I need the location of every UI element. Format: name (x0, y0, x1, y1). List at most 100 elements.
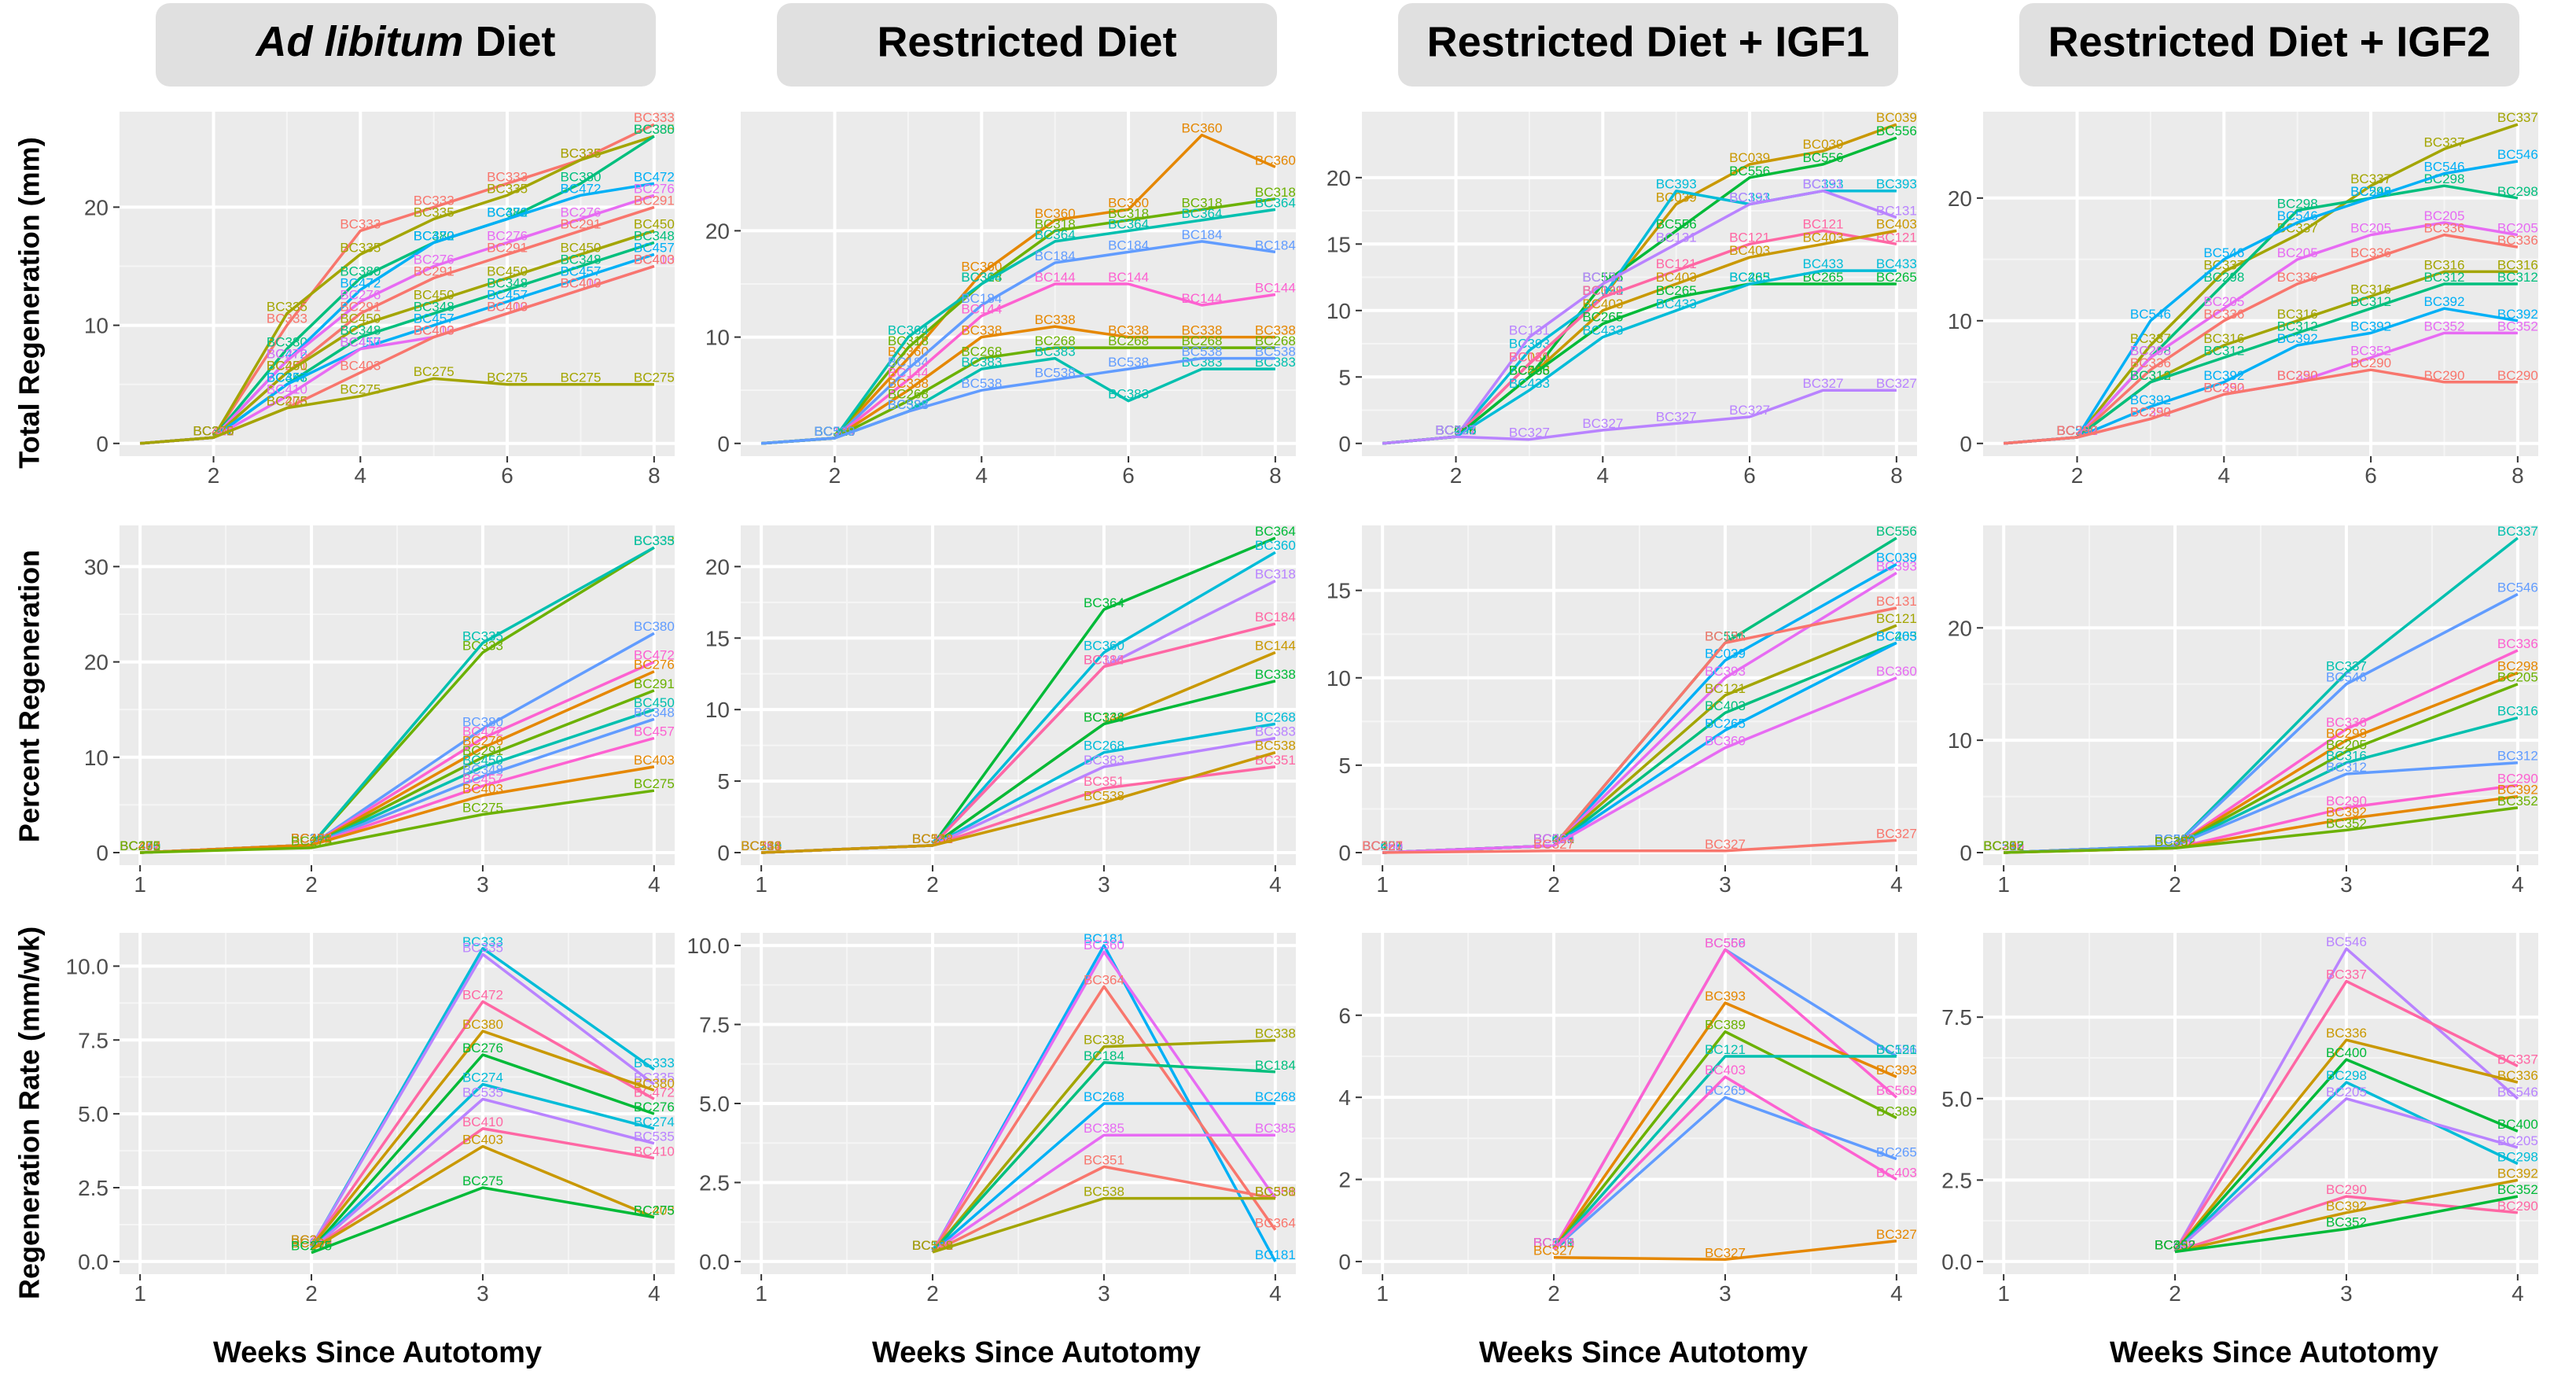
data-label-BC348: BC348 (634, 705, 675, 720)
data-label-BC144: BC144 (1035, 270, 1076, 285)
data-label-BC184: BC184 (961, 291, 1002, 306)
x-tick-label: 4 (648, 1281, 661, 1306)
x-tick-label: 1 (1997, 1281, 2010, 1306)
data-label-BC312: BC312 (2326, 760, 2367, 775)
data-label-BC433: BC433 (1582, 323, 1623, 338)
data-label-BC268: BC268 (1255, 709, 1296, 724)
series-line-BC312 (2003, 282, 2518, 445)
data-label-BC556: BC556 (1705, 935, 1746, 950)
column-title-3: Restricted Diet + IGF2 (2048, 18, 2491, 65)
data-label-BC383: BC383 (1084, 753, 1124, 768)
x-tick-label: 4 (2512, 872, 2524, 897)
data-label-BC364: BC364 (1084, 595, 1124, 610)
x-tick-label: 2 (926, 872, 939, 897)
data-label-BC538: BC538 (1255, 739, 1296, 753)
data-label-BC403: BC403 (560, 276, 601, 291)
y-tick-label: 20 (1948, 186, 1972, 211)
data-label-BC538: BC538 (912, 1238, 953, 1253)
y-tick-label: 0.0 (78, 1250, 109, 1274)
data-label-BC275: BC275 (291, 834, 332, 849)
data-label-BC546: BC546 (2497, 147, 2538, 162)
data-label-BC121: BC121 (1533, 831, 1574, 846)
series-line-BC121 (1552, 1055, 1897, 1251)
data-label-BC336: BC336 (2277, 270, 2318, 285)
data-label-BC352: BC352 (2497, 794, 2538, 809)
data-label-BC472: BC472 (634, 1085, 675, 1100)
data-label-BC318: BC318 (1035, 216, 1076, 231)
data-label-BC337: BC337 (2277, 221, 2318, 236)
series-line-BC275 (139, 377, 654, 445)
data-label-BC265: BC265 (1876, 1144, 1917, 1159)
data-label-BC348: BC348 (414, 300, 454, 315)
data-label-BC546: BC546 (2326, 934, 2367, 949)
data-label-BC360: BC360 (1533, 831, 1574, 846)
data-label-BC403: BC403 (1729, 243, 1770, 258)
data-label-BC393: BC393 (1802, 177, 1843, 192)
data-label-BC333: BC333 (634, 533, 675, 548)
data-label-BC290: BC290 (2130, 405, 2171, 420)
y-tick-label: 0 (96, 841, 109, 865)
data-label-BC131: BC131 (1876, 594, 1917, 609)
panel-r1-c0: 1 2 3 40102030BC333BC333BC333BC333BC335BC33… (84, 525, 675, 897)
series-line-BC392 (2174, 1178, 2519, 1254)
data-label-BC290: BC290 (2057, 423, 2098, 438)
x-tick-label: 3 (1719, 872, 1731, 897)
data-label-BC403: BC403 (1436, 422, 1477, 437)
data-label-BC121: BC121 (1362, 838, 1403, 853)
data-label-BC275: BC275 (414, 364, 454, 379)
data-label-BC351: BC351 (1255, 1185, 1296, 1199)
x-tick-label: 4 (648, 872, 661, 897)
x-axis-label-1: Weeks Since Autotomy (872, 1336, 1201, 1369)
x-tick-label: 2 (305, 1281, 318, 1306)
data-label-BC433: BC433 (1802, 256, 1843, 271)
data-label-BC275: BC275 (340, 382, 381, 397)
data-label-BC403: BC403 (340, 359, 381, 374)
x-tick-label: 3 (477, 1281, 489, 1306)
series-line-BC265 (1552, 1096, 1897, 1251)
data-label-BC338: BC338 (1108, 323, 1149, 338)
data-label-BC392: BC392 (2130, 392, 2171, 407)
data-label-BC352: BC352 (2155, 834, 2195, 849)
series-line-BC337 (2173, 979, 2519, 1253)
data-label-BC364: BC364 (1255, 195, 1296, 210)
data-label-BC275: BC275 (267, 394, 307, 409)
data-label-BC380: BC380 (634, 619, 675, 634)
data-label-BC298: BC298 (2497, 184, 2538, 199)
data-label-BC290: BC290 (2497, 771, 2538, 786)
data-label-BC291: BC291 (487, 240, 528, 255)
y-tick-label: 15 (1327, 579, 1351, 603)
data-label-BC290: BC290 (1983, 838, 2024, 853)
series-line-BC327 (1382, 838, 1897, 854)
data-label-BC184: BC184 (1035, 249, 1076, 263)
data-label-BC400: BC400 (2326, 1045, 2367, 1060)
data-label-BC318: BC318 (961, 270, 1002, 285)
data-label-BC410: BC410 (634, 252, 675, 267)
data-label-BC121: BC121 (1656, 256, 1697, 271)
y-tick-label: 0 (1960, 841, 1972, 865)
x-tick-label: 2 (305, 872, 318, 897)
data-label-BC335: BC335 (267, 300, 307, 315)
series-line-BC335 (310, 952, 655, 1247)
data-label-BC184: BC184 (741, 838, 782, 853)
data-label-BC333: BC333 (634, 1056, 675, 1070)
data-label-BC556: BC556 (1876, 1042, 1917, 1057)
data-label-BC336: BC336 (2326, 1026, 2367, 1041)
y-tick-label: 0 (1338, 1250, 1351, 1274)
data-label-BC403: BC403 (1802, 230, 1843, 245)
data-label-BC338: BC338 (1255, 667, 1296, 682)
series-line-BC338 (760, 325, 1275, 445)
data-label-BC298: BC298 (2326, 726, 2367, 741)
x-tick-label: 3 (1719, 1281, 1731, 1306)
data-label-BC184: BC184 (1255, 610, 1296, 624)
data-label-BC383: BC383 (1035, 344, 1076, 359)
data-label-BC569: BC569 (1876, 1083, 1917, 1098)
data-label-BC316: BC316 (2497, 257, 2538, 272)
y-tick-label: 5.0 (78, 1102, 109, 1126)
data-label-BC276: BC276 (634, 181, 675, 196)
data-label-BC472: BC472 (634, 648, 675, 663)
data-label-BC352: BC352 (2497, 319, 2538, 333)
data-label-BC205: BC205 (2497, 221, 2538, 236)
x-tick-label: 4 (1269, 872, 1282, 897)
data-label-BC333: BC333 (462, 638, 503, 653)
